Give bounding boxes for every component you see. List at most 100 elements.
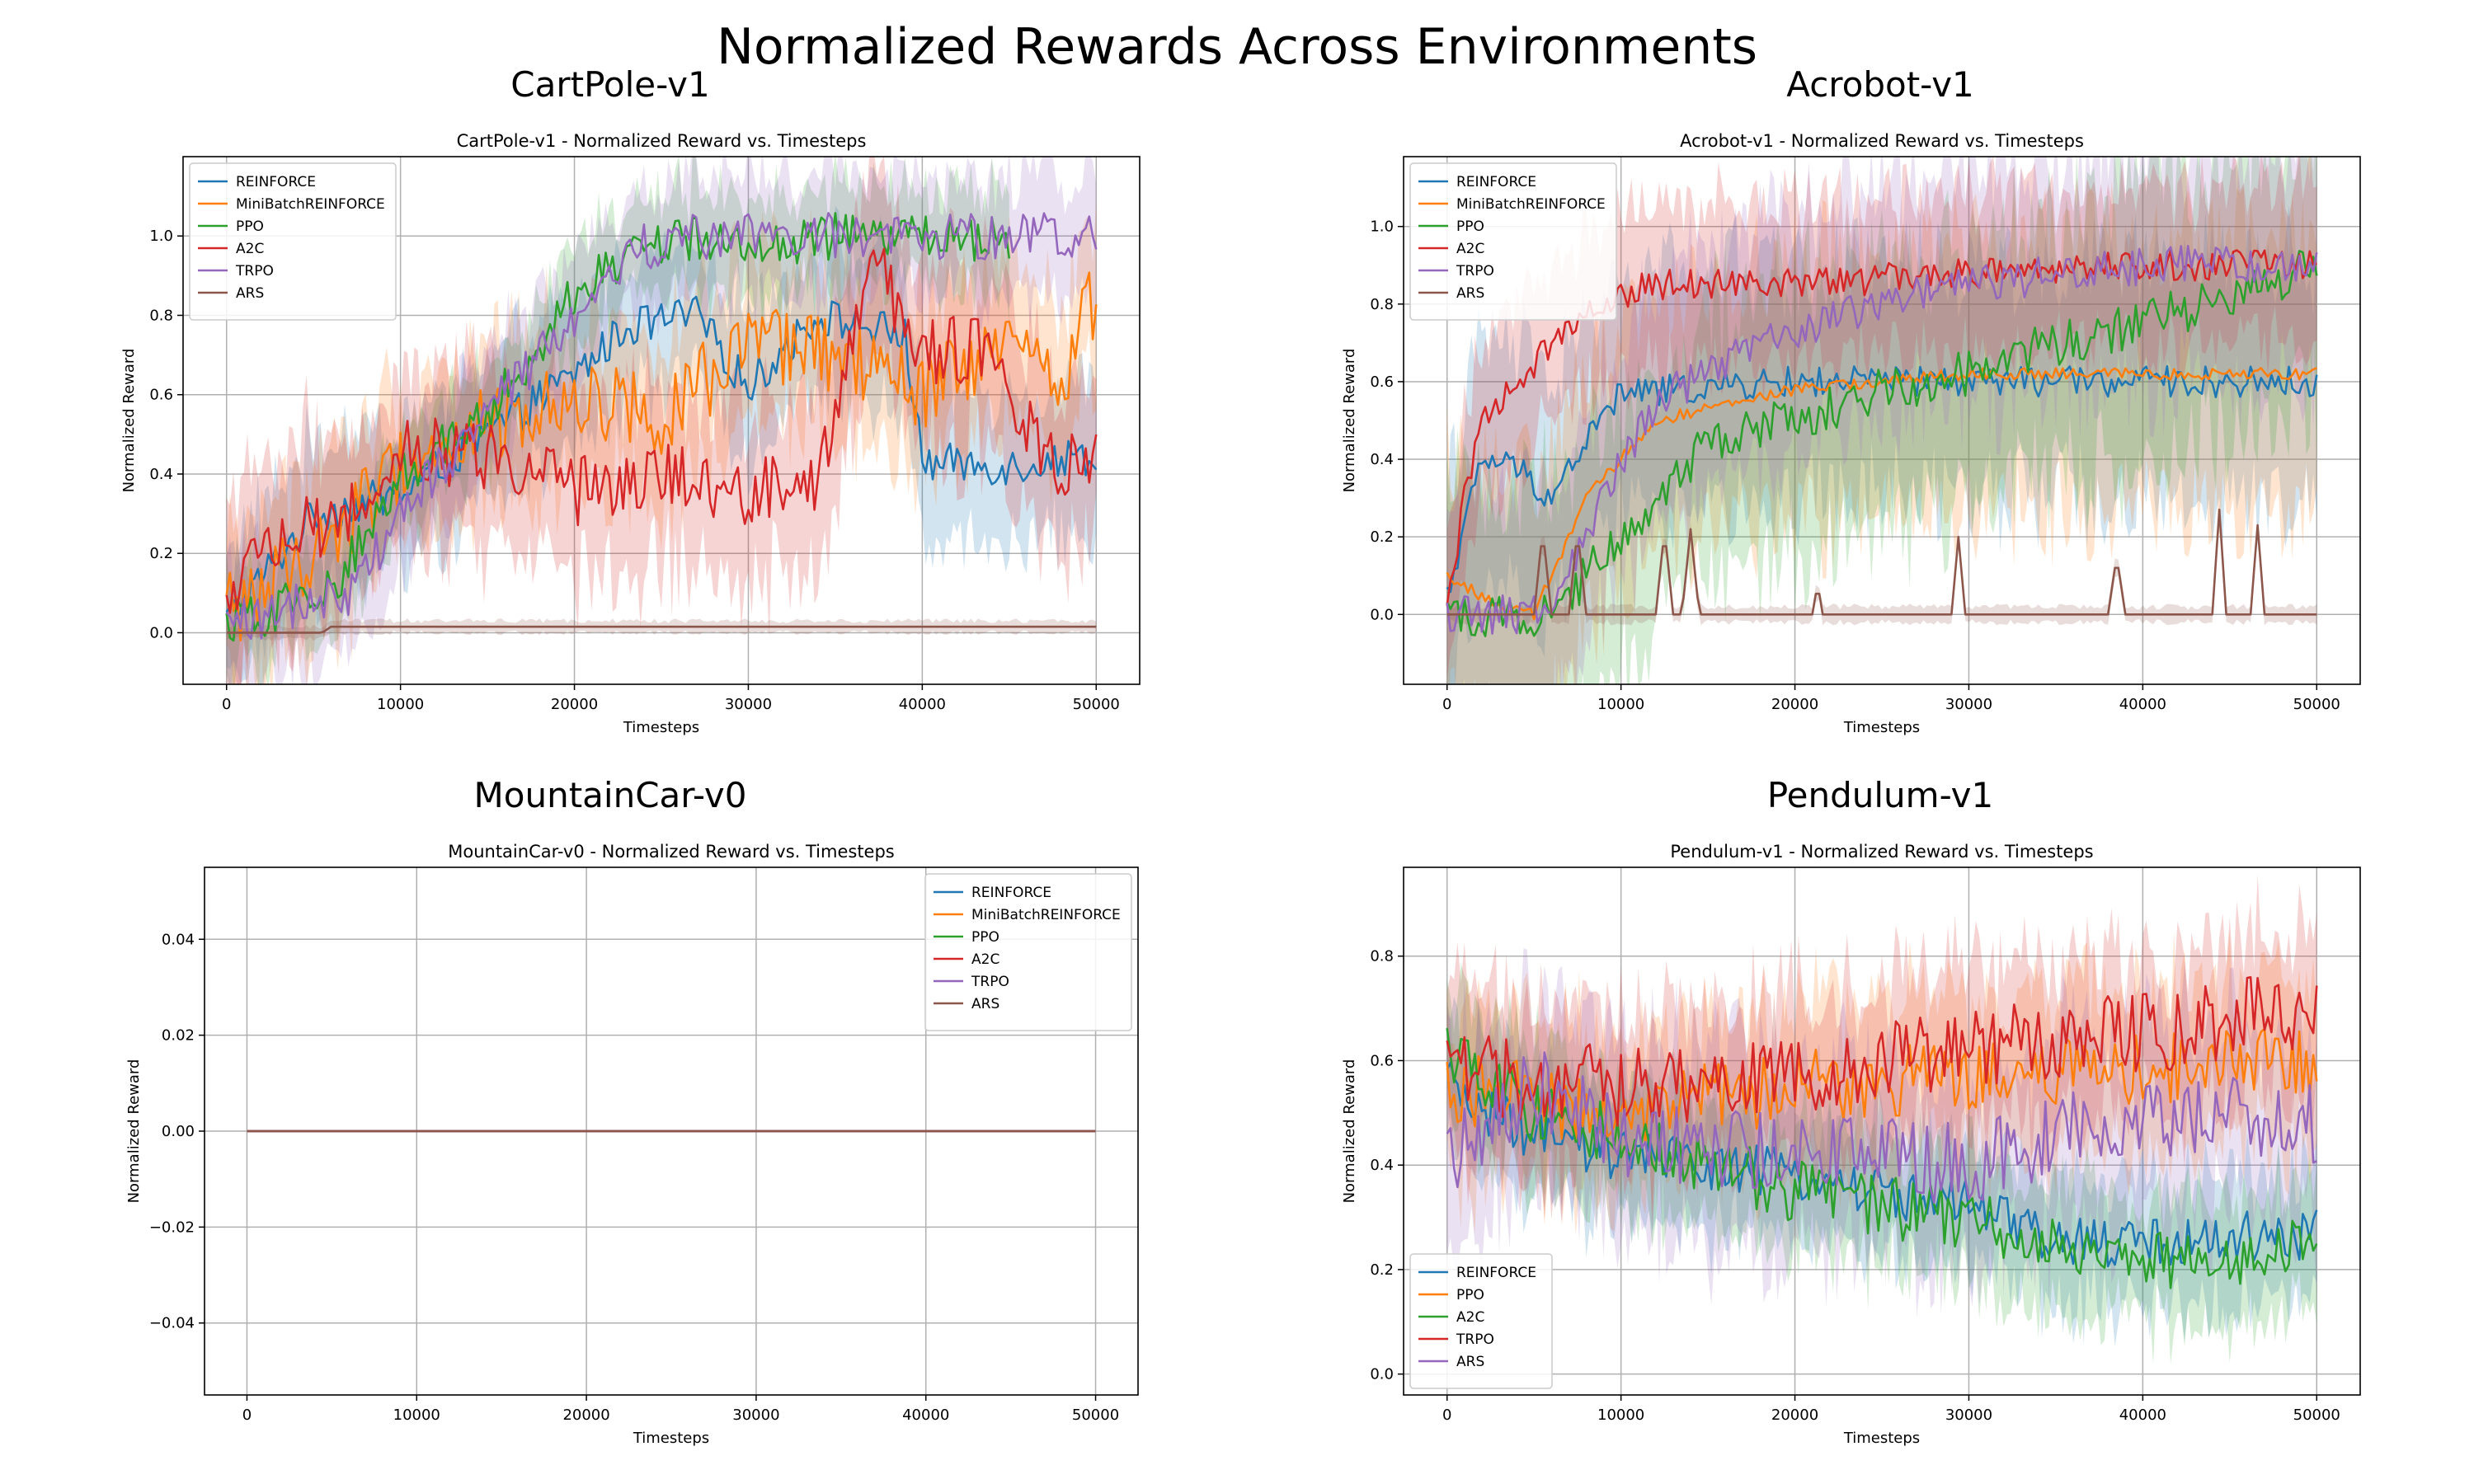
panel-title-pendulum: Pendulum-v1 bbox=[1766, 775, 1994, 815]
legend-label: REINFORCE bbox=[1456, 1265, 1536, 1281]
x-tick-label: 10000 bbox=[377, 696, 424, 713]
y-tick-label: 0.6 bbox=[149, 387, 173, 404]
axes-frame bbox=[1403, 156, 2361, 685]
y-tick-label: 0.4 bbox=[1370, 1157, 1394, 1174]
x-tick-label: 30000 bbox=[732, 1407, 779, 1424]
legend-box bbox=[1409, 1253, 1553, 1389]
legend-label: REINFORCE bbox=[236, 174, 316, 190]
panel-title-acrobot: Acrobot-v1 bbox=[1786, 64, 1974, 105]
legend-label: ARS bbox=[1456, 285, 1484, 302]
y-axis-label: Normalized Reward bbox=[120, 349, 138, 493]
legend-label: TRPO bbox=[1456, 1331, 1494, 1348]
x-tick-label: 50000 bbox=[2293, 1407, 2340, 1424]
x-tick-label: 50000 bbox=[1073, 696, 1120, 713]
x-tick-label: 40000 bbox=[899, 696, 946, 713]
x-axis-label: Timesteps bbox=[1843, 1430, 1920, 1447]
y-tick-label: 0.0 bbox=[1370, 1366, 1394, 1383]
legend-label: TRPO bbox=[235, 263, 274, 279]
chart-pendulum: Pendulum-v1 - Normalized Reward vs. Time… bbox=[1341, 842, 2361, 1447]
series-line-a2c bbox=[1446, 1027, 2318, 1289]
legend-label: MiniBatchREINFORCE bbox=[1456, 196, 1606, 213]
y-tick-label: 0.0 bbox=[1370, 606, 1394, 623]
series-line-ars bbox=[226, 625, 1097, 634]
y-tick-label: 0.0 bbox=[149, 624, 173, 641]
legend-label: ARS bbox=[971, 996, 999, 1012]
legend: REINFORCE PPO A2C TRPO ARS bbox=[1409, 1253, 1553, 1389]
legend-label: REINFORCE bbox=[971, 885, 1051, 901]
y-tick-label: −0.02 bbox=[149, 1219, 195, 1236]
figure-suptitle: Normalized Rewards Across Environments bbox=[716, 18, 1758, 76]
legend-label: MiniBatchREINFORCE bbox=[971, 907, 1121, 923]
y-tick-label: 1.0 bbox=[149, 228, 173, 245]
x-tick-label: 30000 bbox=[1945, 696, 1992, 713]
series-band-trpo bbox=[1446, 157, 2317, 684]
y-tick-label: 0.2 bbox=[149, 545, 173, 562]
legend-label: A2C bbox=[971, 951, 999, 968]
series-band-a2c bbox=[226, 157, 1097, 684]
series-line-trpo bbox=[225, 212, 1098, 640]
x-tick-label: 20000 bbox=[1771, 696, 1818, 713]
legend-label: PPO bbox=[1456, 218, 1484, 235]
x-tick-label: 10000 bbox=[393, 1407, 440, 1424]
y-tick-label: 0.4 bbox=[149, 466, 173, 483]
chart-cartpole: CartPole-v1 - Normalized Reward vs. Time… bbox=[120, 131, 1141, 736]
series-line-reinforce bbox=[225, 295, 1098, 620]
legend: REINFORCE MiniBatchREINFORCE PPO A2C TRPO ARS bbox=[924, 873, 1132, 1031]
legend-label: TRPO bbox=[971, 974, 1009, 990]
x-tick-label: 40000 bbox=[902, 1407, 949, 1424]
y-tick-label: 0.8 bbox=[149, 307, 173, 324]
series-line-ars bbox=[1446, 1051, 2317, 1204]
series-line-trpo bbox=[1446, 976, 2318, 1127]
y-tick-label: 0.00 bbox=[162, 1123, 195, 1140]
series-band-ppo bbox=[226, 157, 1009, 684]
series-line-ppo bbox=[1446, 1027, 2318, 1144]
chart-mountaincar: MountainCar-v0 - Normalized Reward vs. T… bbox=[125, 842, 1139, 1447]
axes-title: CartPole-v1 - Normalized Reward vs. Time… bbox=[457, 131, 867, 151]
legend-label: PPO bbox=[1456, 1287, 1484, 1303]
axes-frame bbox=[182, 156, 1141, 685]
legend: REINFORCE MiniBatchREINFORCE PPO A2C TRPO ARS bbox=[189, 162, 397, 321]
legend-label: REINFORCE bbox=[1456, 174, 1536, 190]
series-line-a2c bbox=[225, 247, 1098, 614]
x-tick-label: 10000 bbox=[1597, 696, 1644, 713]
legend-label: PPO bbox=[971, 929, 999, 946]
series-line-ppo bbox=[225, 212, 1011, 642]
legend-box bbox=[924, 873, 1132, 1031]
y-axis-label: Normalized Reward bbox=[1341, 349, 1358, 493]
panel-title-cartpole: CartPole-v1 bbox=[510, 64, 710, 105]
x-tick-label: 0 bbox=[1442, 696, 1451, 713]
x-tick-label: 10000 bbox=[1597, 1407, 1644, 1424]
y-tick-label: 0.04 bbox=[162, 931, 195, 948]
series-band-reinforce bbox=[1446, 996, 2317, 1347]
chart-acrobot: Acrobot-v1 - Normalized Reward vs. Times… bbox=[1341, 131, 2361, 736]
series-line-ars bbox=[1446, 508, 2317, 616]
x-tick-label: 0 bbox=[1442, 1407, 1451, 1424]
series-band-minibatchreinforce bbox=[1446, 181, 2317, 684]
legend-label: ARS bbox=[236, 285, 264, 302]
legend: REINFORCE MiniBatchREINFORCE PPO A2C TRPO ARS bbox=[1409, 162, 1617, 321]
legend-label: A2C bbox=[1456, 1309, 1484, 1326]
x-axis-label: Timesteps bbox=[633, 1430, 709, 1447]
axes-title: Pendulum-v1 - Normalized Reward vs. Time… bbox=[1670, 842, 2093, 862]
axes-title: MountainCar-v0 - Normalized Reward vs. T… bbox=[448, 842, 895, 862]
y-tick-label: 1.0 bbox=[1370, 218, 1394, 236]
lines bbox=[1446, 976, 2318, 1289]
y-tick-label: 0.02 bbox=[162, 1027, 195, 1045]
x-tick-label: 0 bbox=[222, 696, 231, 713]
legend-label: A2C bbox=[236, 241, 264, 257]
x-tick-label: 20000 bbox=[551, 696, 598, 713]
y-tick-label: 0.6 bbox=[1370, 1052, 1394, 1069]
x-tick-label: 50000 bbox=[2293, 696, 2340, 713]
x-axis-label: Timesteps bbox=[623, 719, 699, 736]
series-band-ppo bbox=[1446, 931, 2317, 1236]
y-tick-label: 0.8 bbox=[1370, 296, 1394, 313]
series-line-reinforce bbox=[1446, 1061, 2318, 1268]
y-tick-label: 0.6 bbox=[1370, 373, 1394, 391]
x-axis-label: Timesteps bbox=[1843, 719, 1920, 736]
series-band-ppo bbox=[1446, 157, 2317, 684]
lines bbox=[225, 212, 1098, 642]
series-line-ppo bbox=[1446, 250, 2318, 637]
legend-box bbox=[189, 162, 397, 321]
y-tick-label: 0.2 bbox=[1370, 528, 1394, 546]
